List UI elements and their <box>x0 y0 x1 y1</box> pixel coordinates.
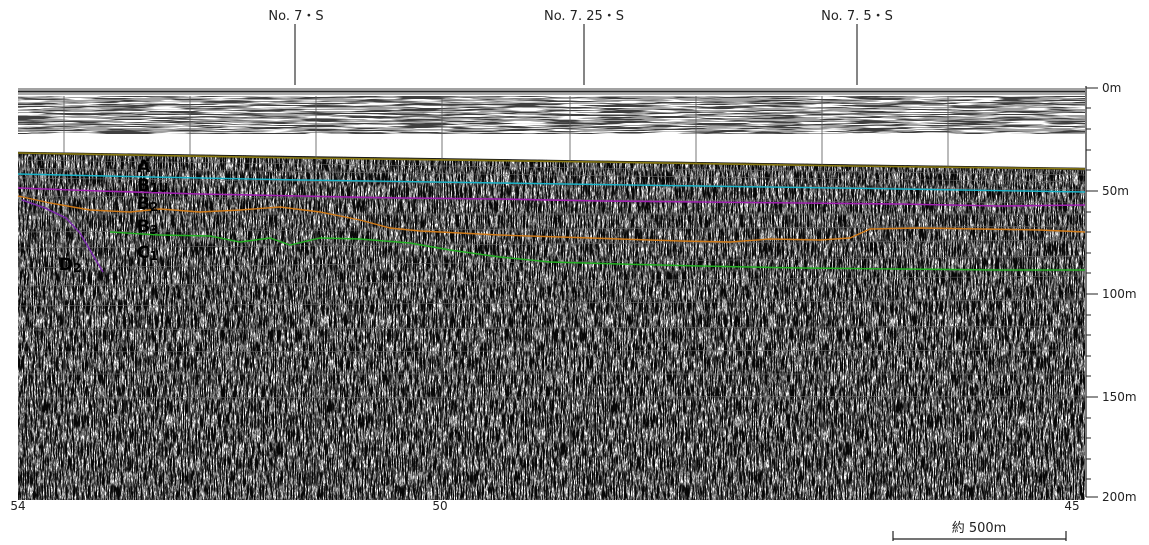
unit-label-C1: C1 <box>137 243 158 263</box>
unit-label-right-C: C <box>1015 285 1023 299</box>
depth-label-0: 0m <box>1102 81 1121 95</box>
unit-label-B3: B3 <box>137 217 158 237</box>
unit-label-right-B1: B <box>1015 194 1023 208</box>
unit-label-A: A <box>137 157 151 177</box>
unit-label-D-small: D <box>46 241 55 255</box>
depth-label-50: 50m <box>1102 184 1129 198</box>
station-markers: No. 7・S No. 7. 25・S No. 7. 5・S <box>268 9 893 85</box>
depth-label-200: 200m <box>1102 490 1137 504</box>
fix-number-45: 45 <box>1064 499 1079 513</box>
unit-label-right-B3: B <box>1015 247 1023 261</box>
horizon-D2-line <box>21 199 104 273</box>
depth-label-150: 150m <box>1102 390 1137 404</box>
unit-label-B1U: B1U <box>137 176 168 196</box>
depth-label-100: 100m <box>1102 287 1137 301</box>
fix-lines <box>63 96 949 492</box>
sea-surface <box>18 88 1085 134</box>
horizon-C1-line <box>109 231 1085 271</box>
scale-bar: 約 500m <box>892 521 1067 541</box>
horizon-B1U-line <box>17 173 1086 193</box>
unit-label-B2: B2 <box>137 194 158 214</box>
unit-label-right-B2: B <box>1015 214 1023 228</box>
fix-numbers: 54 50 45 <box>10 499 1079 513</box>
depth-axis: 0m 50m 100m 150m 200m <box>1085 81 1137 504</box>
unit-label-D2: D2 <box>59 255 81 275</box>
unit-labels-left: A B1U B2 B3 C1 D2 D <box>46 157 168 275</box>
horizon-B3-line <box>17 195 1086 243</box>
scale-bar-label: 約 500m <box>952 521 1007 536</box>
horizon-B2-line <box>17 187 1086 207</box>
horizons <box>17 152 1086 273</box>
horizon-A-line <box>17 152 1086 170</box>
unit-label-right-A: A <box>1015 171 1024 185</box>
fix-number-50: 50 <box>432 499 447 513</box>
sediment-body <box>17 151 1086 500</box>
station-label-7-5: No. 7. 5・S <box>821 9 893 24</box>
unit-labels-right: A B B B C <box>1015 171 1024 299</box>
station-label-7-25: No. 7. 25・S <box>544 9 624 24</box>
station-label-7: No. 7・S <box>268 9 323 24</box>
fix-number-54: 54 <box>10 499 25 513</box>
